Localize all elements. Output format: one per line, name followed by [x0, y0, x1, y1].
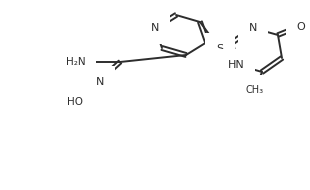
Text: S: S	[216, 44, 224, 54]
Text: O: O	[297, 22, 305, 32]
Text: N: N	[249, 23, 257, 33]
Text: N: N	[151, 23, 159, 33]
Text: CH₃: CH₃	[246, 85, 264, 95]
Text: HN: HN	[228, 60, 244, 70]
Text: H₂N: H₂N	[66, 57, 86, 67]
Text: HO: HO	[67, 97, 83, 107]
Text: N: N	[96, 77, 104, 87]
